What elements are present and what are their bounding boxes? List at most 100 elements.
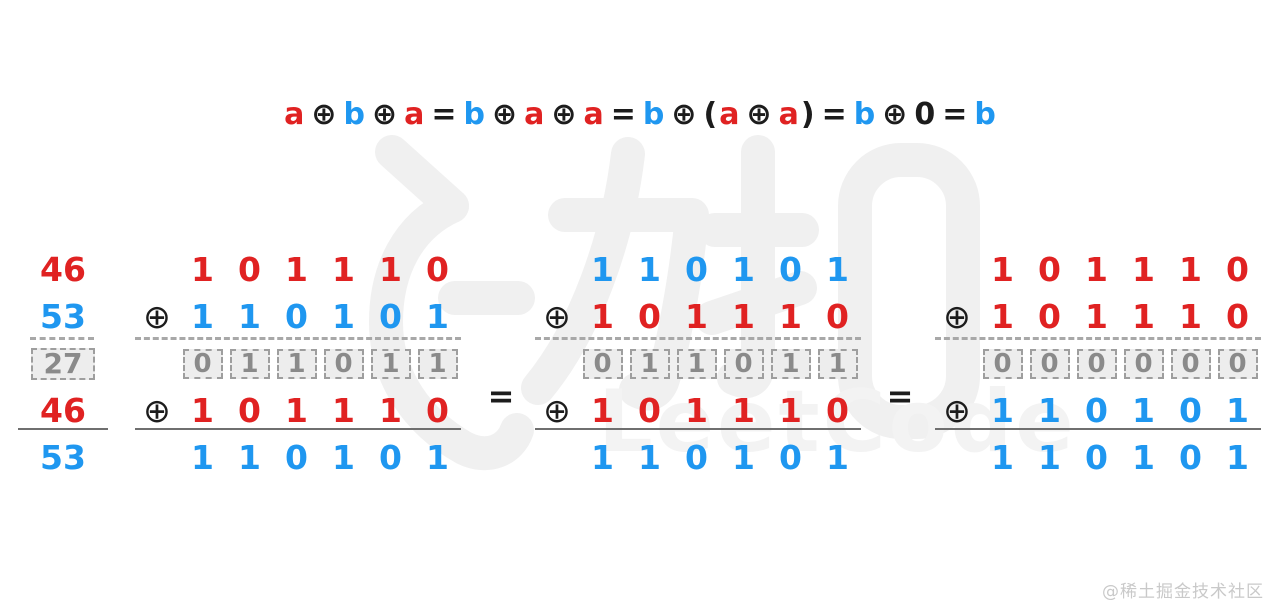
binary-digit-cell: 0	[238, 391, 261, 430]
decimal-result-box: 27	[31, 347, 95, 380]
binary-digit-cell: 0	[826, 297, 849, 336]
binary-digit-cell: 1	[379, 391, 402, 430]
binary-digit-cell: 0	[179, 348, 226, 379]
result-digit-box: 0	[1123, 348, 1164, 379]
xor-group-3: 1 0 1 1 1 0 ⊕ 1 0 1 1 1 0 0 0 0 0 0 0 ⊕ 1 1 0 1 0 1 1 1 0 1 0 1	[935, 246, 1261, 481]
dashed-separator	[935, 337, 1261, 340]
title-segment: ⊕	[551, 97, 577, 132]
binary-digit-cell: 0	[638, 391, 661, 430]
binary-digit-cell: 1	[673, 348, 720, 379]
binary-digit-cell: 1	[1179, 250, 1202, 289]
solid-separator	[535, 428, 861, 430]
binary-digit-cell: 0	[1179, 438, 1202, 477]
binary-digit-cell: 1	[767, 348, 814, 379]
title-segment: (	[703, 97, 718, 132]
binary-digit-cell: 1	[414, 348, 461, 379]
cn-kou-box-stroke	[838, 143, 980, 439]
binary-digit-cell: 1	[332, 438, 355, 477]
binary-digit-cell: 0	[285, 438, 308, 477]
binary-digit-cell: 1	[1226, 391, 1249, 430]
binary-digit-cell: 1	[1085, 297, 1108, 336]
binary-digit-cell: 1	[826, 438, 849, 477]
decimal-label-row: 53	[40, 438, 86, 477]
title-segment: ⊕	[746, 97, 772, 132]
xor-operator: ⊕	[943, 391, 971, 430]
result-digit-box: 1	[417, 348, 458, 379]
binary-digit-cell: 1	[238, 438, 261, 477]
binary-digit-cell: 0	[426, 391, 449, 430]
result-digit-box: 1	[276, 348, 317, 379]
binary-digit-cell: 1	[191, 438, 214, 477]
binary-digit-cell: 0	[1038, 297, 1061, 336]
binary-digit-cell: 0	[1214, 348, 1261, 379]
binary-digit-cell: 1	[367, 348, 414, 379]
title-segment: b	[463, 97, 485, 132]
binary-digit-cell: 0	[320, 348, 367, 379]
title-segment: a	[524, 97, 545, 132]
result-digit-box: 1	[629, 348, 670, 379]
binary-digit-cell: 1	[991, 297, 1014, 336]
title-segment: ⊕	[371, 97, 398, 132]
result-digit-box: 1	[817, 348, 858, 379]
binary-digit-cell: 1	[826, 250, 849, 289]
binary-digit-cell: 0	[1073, 348, 1120, 379]
decimal-labels-column: 46 53 27 46 53	[18, 246, 108, 481]
xor-group-1: 1 0 1 1 1 0 ⊕ 1 1 0 1 0 1 0 1 1 0 1 1 ⊕ 1 0 1 1 1 0 1 1 0 1 0 1	[135, 246, 461, 481]
binary-digit-cell: 1	[991, 391, 1014, 430]
binary-digit-cell: 1	[379, 250, 402, 289]
binary-digit-cell: 0	[1179, 391, 1202, 430]
title-segment: a	[404, 97, 425, 132]
label-solid-separator	[18, 428, 108, 430]
binary-digit-cell: 0	[579, 348, 626, 379]
title-segment: ⊕	[671, 97, 697, 132]
title-segment: b	[974, 97, 996, 132]
binary-digit-cell: 1	[814, 348, 861, 379]
binary-digit-cell: 1	[732, 438, 755, 477]
xor-group-2: 1 1 0 1 0 1 ⊕ 1 0 1 1 1 0 0 1 1 0 1 1 ⊕ 1 0 1 1 1 0 1 1 0 1 0 1	[535, 246, 861, 481]
binary-digit-cell: 1	[685, 391, 708, 430]
binary-digit-cell: 1	[732, 297, 755, 336]
title-segment: a	[583, 97, 604, 132]
binary-digit-cell: 1	[779, 391, 802, 430]
xor-operator: ⊕	[543, 297, 571, 336]
binary-digit-cell: 0	[685, 250, 708, 289]
title-segment: =	[942, 97, 968, 132]
binary-digit-cell: 1	[591, 250, 614, 289]
binary-digit-cell: 1	[191, 297, 214, 336]
binary-row: ⊕ 1 0 1 1 1 0	[535, 293, 861, 340]
solid-separator	[935, 428, 1261, 430]
binary-digit-cell: 1	[638, 250, 661, 289]
binary-digit-cell: 1	[1132, 297, 1155, 336]
title-segment: )	[800, 97, 815, 132]
binary-digit-cell: 0	[1085, 438, 1108, 477]
binary-row: ⊕ 1 0 1 1 1 0	[935, 293, 1261, 340]
label-dashed-separator	[30, 337, 94, 340]
binary-digit-cell: 1	[1038, 391, 1061, 430]
result-digit-box: 0	[1076, 348, 1117, 379]
binary-digit-cell: 0	[1026, 348, 1073, 379]
binary-digit-cell: 0	[979, 348, 1026, 379]
solid-separator	[135, 428, 461, 430]
binary-digit-cell: 0	[1085, 391, 1108, 430]
decimal-label-row: 27	[18, 340, 108, 387]
binary-digit-cell: 0	[1226, 250, 1249, 289]
binary-digit-cell: 1	[238, 297, 261, 336]
binary-digit-cell: 1	[638, 438, 661, 477]
title-segment: 0	[914, 97, 936, 132]
binary-digit-cell: 1	[191, 391, 214, 430]
binary-digit-cell: 1	[626, 348, 673, 379]
title-segment: ⊕	[492, 97, 518, 132]
cn-li-diagonal-stroke	[521, 137, 645, 405]
binary-digit-cell: 1	[1179, 297, 1202, 336]
dashed-separator	[135, 337, 461, 340]
result-digit-box: 0	[723, 348, 764, 379]
binary-digit-cell: 0	[238, 250, 261, 289]
result-digit-box: 0	[582, 348, 623, 379]
title-segment: =	[821, 97, 847, 132]
title-segment: b	[343, 97, 365, 132]
